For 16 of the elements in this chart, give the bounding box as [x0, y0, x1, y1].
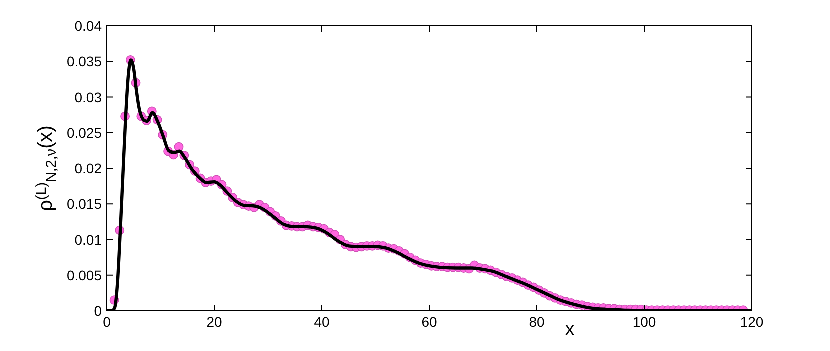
x-tick-label: 60 — [422, 314, 438, 330]
y-tick-label: 0.025 — [66, 124, 102, 141]
y-tick-label: 0.04 — [74, 18, 102, 34]
y-tick-label: 0.015 — [66, 196, 102, 212]
y-tick-label: 0.035 — [66, 54, 102, 70]
y-tick-label: 0.02 — [74, 160, 102, 176]
x-tick-label: 120 — [740, 314, 764, 330]
x-tick-label: 20 — [206, 314, 222, 330]
x-tick-label: 100 — [632, 314, 656, 330]
x-tick-label: 80 — [529, 314, 545, 330]
y-tick-label: 0.005 — [66, 267, 102, 284]
y-tick-label: 0 — [94, 303, 102, 319]
y-tick-label: 0.01 — [74, 232, 102, 248]
x-axis-title: x — [566, 319, 574, 339]
x-tick-label: 40 — [314, 314, 330, 330]
y-tick-label: 0.03 — [74, 89, 102, 106]
